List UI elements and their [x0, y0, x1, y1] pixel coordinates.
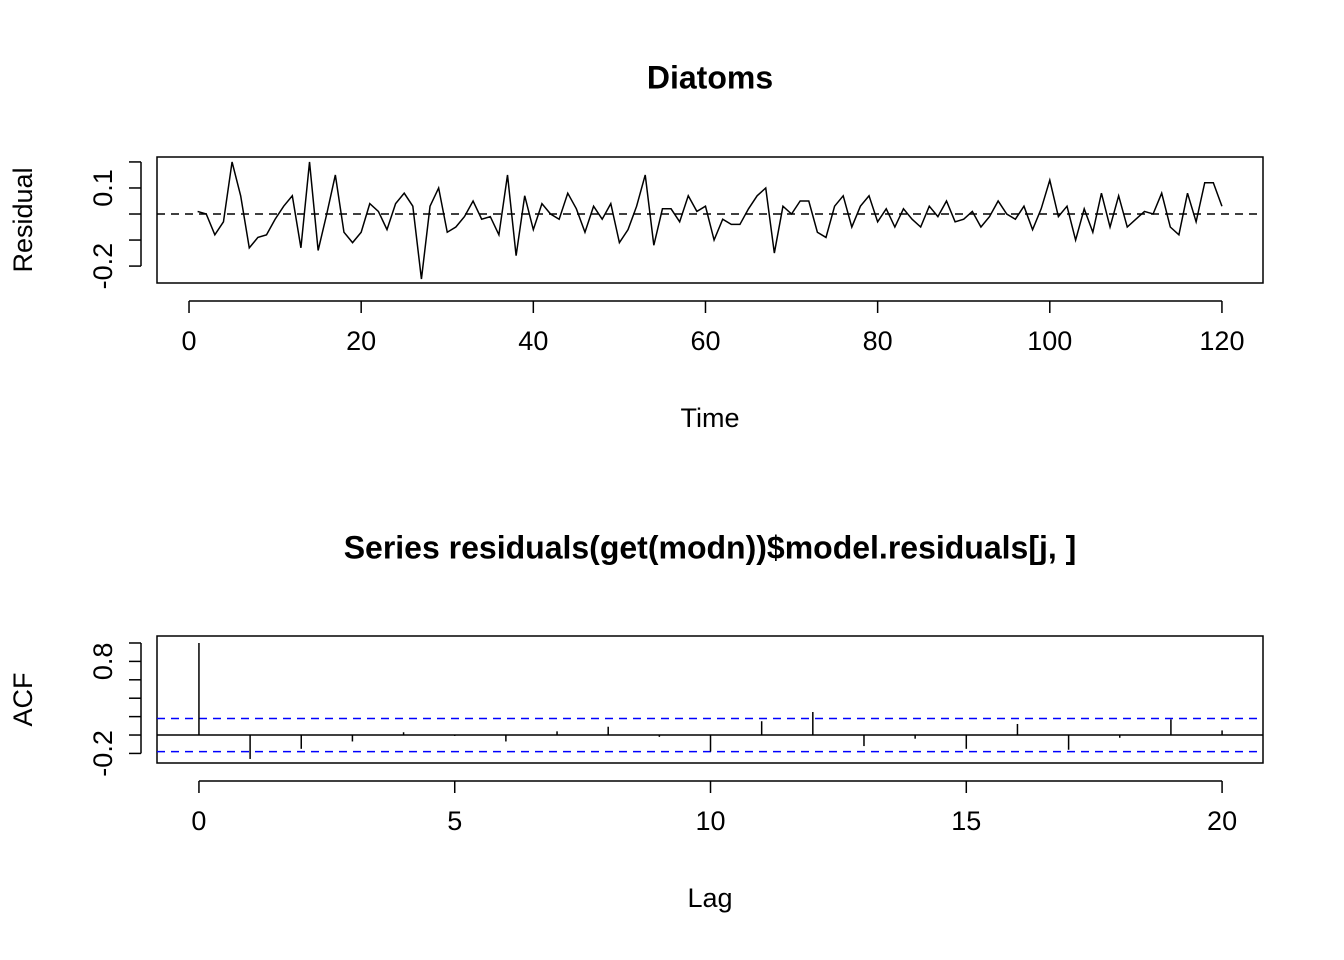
y-tick-label: -0.2	[88, 243, 118, 290]
x-tick-label: 20	[346, 326, 376, 356]
x-axis-label: Lag	[687, 883, 732, 913]
plot-frame	[156, 635, 1264, 764]
x-tick-label: 20	[1207, 806, 1237, 836]
y-tick-label: 0.8	[88, 643, 118, 681]
x-tick-label: 120	[1199, 326, 1244, 356]
x-tick-label: 5	[447, 806, 462, 836]
x-tick-label: 80	[863, 326, 893, 356]
chart-title: Series residuals(get(modn))$model.residu…	[344, 529, 1077, 565]
x-tick-label: 40	[518, 326, 548, 356]
y-axis-label: Residual	[8, 167, 38, 272]
x-tick-label: 60	[690, 326, 720, 356]
x-tick-label: 0	[182, 326, 197, 356]
data-line	[197, 161, 1223, 280]
chart-title: Diatoms	[647, 59, 773, 95]
y-tick-label: 0.1	[88, 169, 118, 207]
y-tick-label: -0.2	[88, 730, 118, 777]
x-tick-label: 10	[695, 806, 725, 836]
y-axis-label: ACF	[8, 673, 38, 727]
x-tick-label: 0	[191, 806, 206, 836]
plot-frame	[156, 156, 1264, 284]
x-tick-label: 100	[1027, 326, 1072, 356]
x-tick-label: 15	[951, 806, 981, 836]
x-axis-label: Time	[681, 403, 740, 433]
